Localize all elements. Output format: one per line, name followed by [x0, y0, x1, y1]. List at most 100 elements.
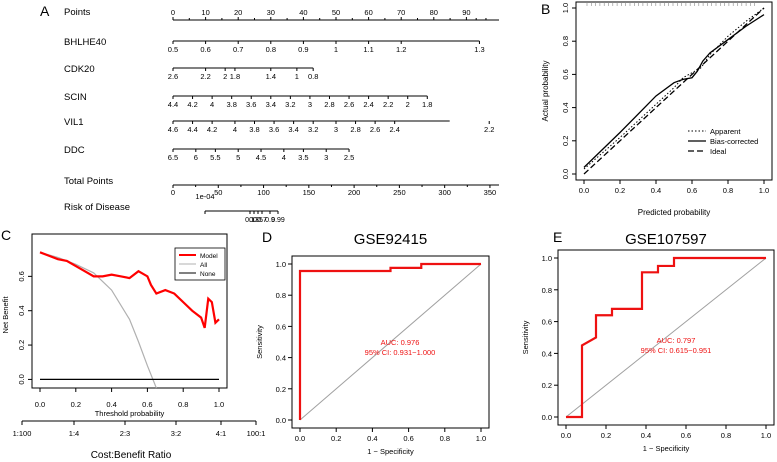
covariate-axis-tick-label: 2.4	[363, 100, 373, 109]
covariate-axis-tick-label: 3.8	[226, 100, 236, 109]
points-axis-tick-label: 50	[332, 8, 340, 17]
covariate-axis-tick-label: 1.2	[396, 45, 406, 54]
covariate-axis-tick-label: 3.5	[298, 153, 308, 162]
y-axis-tick-label: 0.2	[17, 340, 26, 350]
y-axis-label: Sensitivity	[255, 325, 264, 359]
x-axis-tick-label: 0.6	[142, 400, 152, 409]
y-axis-tick-label: 0.2	[276, 385, 286, 394]
calibration-series-line	[583, 7, 765, 170]
covariate-axis-tick-label: 3.2	[308, 125, 318, 134]
covariate-axis-tick-label: 3.6	[246, 100, 256, 109]
y-axis-label: Net Benefit	[1, 296, 10, 334]
x-axis-tick-label: 0.0	[35, 400, 45, 409]
covariate-axis-tick-label: 2.6	[370, 125, 380, 134]
points-axis-tick-label: 60	[364, 8, 372, 17]
x-axis-tick-label: 0.4	[641, 431, 651, 440]
covariate-axis-tick-label: 4.6	[168, 125, 178, 134]
x-axis-label: Predicted probability	[638, 208, 710, 217]
risk-axis-tick-label: 1e-04	[195, 192, 214, 201]
covariate-axis-tick-label: 3	[324, 153, 328, 162]
y-axis-tick-label: 0.4	[276, 354, 286, 363]
y-axis-tick-label: 0.0	[561, 169, 570, 179]
total-points-tick-label: 300	[438, 188, 451, 197]
panel-e-roc-curve: E GSE107597 0.0 0.2 0.4 0.6 0.8 1.0 0.0 0.2 0.4 0.6…	[521, 229, 775, 453]
covariate-axis-tick-label: 2	[406, 100, 410, 109]
total-points-tick-label: 350	[484, 188, 497, 197]
total-points-tick-label: 200	[348, 188, 361, 197]
x-axis-tick-label: 0.8	[723, 186, 733, 195]
covariate-axis-tick-label: 2.2	[383, 100, 393, 109]
covariate-axis-tick-label: 2.2	[484, 125, 494, 134]
panel-label-a: A	[40, 3, 50, 19]
covariate-axis-tick-label: 0.8	[308, 72, 318, 81]
points-axis-tick-label: 30	[267, 8, 275, 17]
panel-d-roc-curve: D GSE92415 0.0 0.2 0.4 0.6 0.8 1.0 0.0 0.2 0.4 0.6 0…	[255, 229, 490, 456]
covariate-axis-tick-label: 4.5	[256, 153, 266, 162]
y-axis-tick-label: 0.0	[276, 416, 286, 425]
chart-title: GSE92415	[354, 231, 427, 248]
points-axis-tick-label: 0	[171, 8, 175, 17]
covariate-axis-tick-label: 4.4	[187, 125, 197, 134]
x-axis-tick-label: 1.0	[761, 431, 771, 440]
auc-annotation: AUC: 0.976	[381, 338, 420, 347]
risk-axis-tick-label: 0.1	[245, 217, 255, 224]
x-axis-tick-label: 0.6	[687, 186, 697, 195]
panel-b-calibration-plot: B 0.0 0.2 0.4 0.6 0.8 1.0 0.0 0.2 0.4 0.6 0.8 1.0 Pre…	[541, 1, 773, 217]
decision-curve-line	[39, 251, 220, 329]
x-axis-tick-label: 0.6	[681, 431, 691, 440]
x-axis-tick-label: 0.2	[615, 186, 625, 195]
legend-label: Bias-corrected	[710, 137, 758, 146]
covariate-axis-tick-label: 4.2	[187, 100, 197, 109]
covariate-axis-tick-label: 3	[334, 125, 338, 134]
covariate-axis-tick-label: 1.3	[474, 45, 484, 54]
total-points-tick-label: 250	[393, 188, 406, 197]
nomogram-scale-name: SCIN	[64, 92, 87, 103]
x-axis-tick-label: 0.0	[295, 434, 305, 443]
covariate-axis-tick-label: 2.8	[324, 100, 334, 109]
roc-curve-line	[298, 262, 481, 420]
y-axis-tick-label: 0.4	[561, 102, 570, 112]
nomogram-scale-name: BHLHE40	[64, 37, 106, 48]
y-axis-tick-label: 1.0	[276, 260, 286, 269]
x-axis-tick-label: 0.4	[651, 186, 661, 195]
y-axis-label: Sensitivity	[521, 320, 530, 354]
panel-label-b: B	[541, 1, 550, 17]
legend-label: Ideal	[710, 147, 727, 156]
covariate-axis-tick-label: 0.5	[168, 45, 178, 54]
cost-benefit-tick-label: 2:3	[120, 429, 130, 438]
plot-frame	[575, 1, 773, 181]
x-axis-label: 1 − Specificity	[367, 447, 414, 456]
covariate-axis-tick-label: 2.6	[344, 100, 354, 109]
y-axis-tick-label: 1.0	[561, 3, 570, 13]
x-axis-tick-label: 0.0	[579, 186, 589, 195]
covariate-axis-tick-label: 2	[223, 72, 227, 81]
nomogram-scale-name: DDC	[64, 145, 85, 156]
risk-axis-tick-label: 0.3	[249, 217, 259, 224]
covariate-axis-tick-label: 4	[282, 153, 286, 162]
cost-benefit-axis-label: Cost:Benefit Ratio	[91, 450, 172, 461]
total-points-tick-label: 100	[257, 188, 270, 197]
y-axis-tick-label: 0.6	[276, 322, 286, 331]
panel-c-decision-curve: C0.0 0.2 0.4 0.6 0.8 1.00.00.20.40.6Threshold…	[1, 227, 265, 461]
covariate-axis-tick-label: 2.2	[200, 72, 210, 81]
y-axis-tick-label: 0.2	[561, 136, 570, 146]
panel-label-c: C	[1, 227, 11, 243]
chart-title: GSE107597	[625, 231, 707, 248]
covariate-axis-tick-label: 6.5	[168, 153, 178, 162]
roc-curve-line	[566, 256, 766, 419]
covariate-axis-tick-label: 3.2	[285, 100, 295, 109]
y-axis-tick-label: 0.6	[542, 318, 552, 327]
covariate-axis-tick-label: 5	[236, 153, 240, 162]
covariate-axis-tick-label: 0.6	[200, 45, 210, 54]
cost-benefit-tick-label: 4:1	[216, 429, 226, 438]
covariate-axis-tick-label: 3.6	[269, 125, 279, 134]
nomogram-scale-name: Risk of Disease	[64, 202, 130, 213]
covariate-axis-tick-label: 2.6	[168, 72, 178, 81]
legend-label: Apparent	[710, 127, 741, 136]
nomogram-scale-name: Total Points	[64, 176, 113, 187]
covariate-axis-tick-label: 4.4	[168, 100, 178, 109]
x-axis-tick-label: 0.8	[178, 400, 188, 409]
x-axis-tick-label: 0.2	[601, 431, 611, 440]
